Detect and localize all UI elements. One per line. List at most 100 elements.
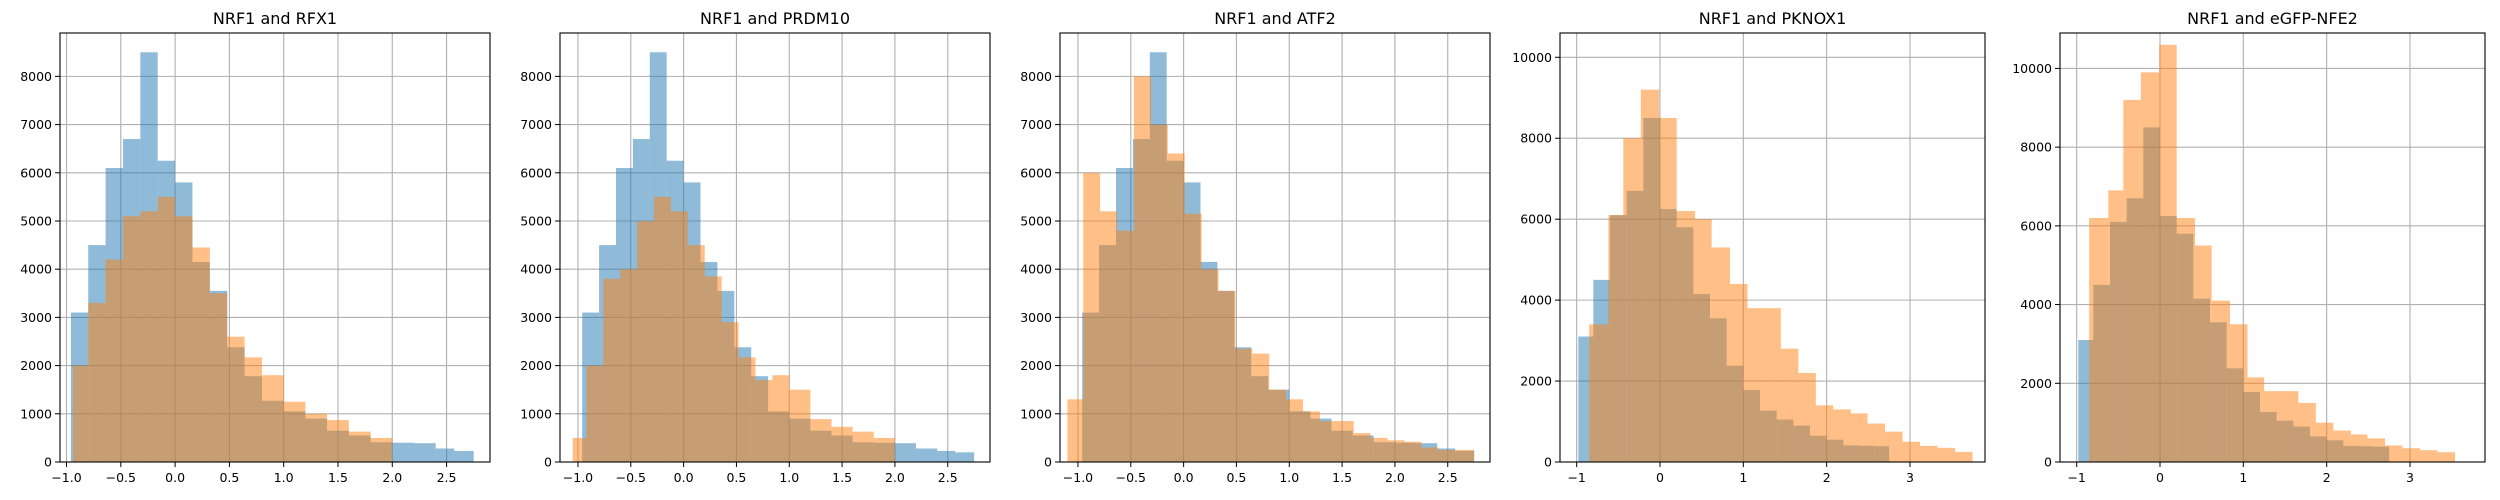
y-tick-label: 2000 [1020, 358, 1052, 373]
histogram-bar [2264, 391, 2281, 462]
x-tick-label: 1.5 [328, 470, 348, 485]
histogram-bar [1676, 211, 1695, 462]
histogram-bar [157, 196, 176, 462]
y-tick-label: 5000 [20, 213, 52, 228]
histogram-bar [1608, 215, 1624, 462]
axes-frame [1559, 32, 1986, 463]
x-tick-label: −0.5 [106, 470, 136, 485]
histogram-bar [392, 442, 414, 462]
histogram-bar [1815, 405, 1834, 462]
histogram-bar [738, 357, 756, 462]
histogram-bar [586, 365, 604, 462]
histogram-bar [873, 437, 895, 462]
histogram-bar [2437, 452, 2455, 462]
histogram-bar [1780, 348, 1799, 462]
histogram-bar [283, 401, 306, 462]
y-tick-label: 8000 [1020, 69, 1052, 84]
histogram-bar [1955, 451, 1973, 462]
histogram-bar [1083, 172, 1101, 463]
histogram-bar [413, 443, 436, 462]
histogram-bar [1833, 409, 1851, 462]
series-2 [2089, 44, 2455, 463]
histogram-bar [2280, 391, 2299, 462]
panel-title: NRF1 and ATF2 [1214, 9, 1336, 28]
histogram-bar [105, 259, 123, 462]
axes-frame [59, 32, 491, 463]
x-tick-label: 2.5 [437, 470, 457, 485]
histogram-bar [454, 450, 474, 462]
histogram-bar [1100, 211, 1118, 462]
y-tick-label: 6000 [1020, 165, 1052, 180]
histogram-bar [1184, 213, 1202, 462]
histogram-bar [1353, 433, 1371, 462]
y-tick-label: 2000 [2020, 376, 2052, 391]
histogram-bar [2176, 217, 2195, 462]
chart-panel-5: −1 0 1 2 3 0 2000 4000 6000 8000 10000 NRF1 and eGF… [2012, 9, 2486, 485]
x-tick-label: −1.0 [1063, 470, 1093, 485]
panel-title: NRF1 and eGFP-NFE2 [2187, 9, 2358, 28]
x-tick-label: −0.5 [1116, 470, 1146, 485]
x-tick-label: −1 [1567, 470, 1585, 485]
histogram-bar [1695, 219, 1712, 462]
y-tick-label: 0 [2044, 455, 2052, 470]
histogram-bar [852, 431, 874, 462]
histogram-bar [1711, 247, 1730, 462]
histogram-bar [1659, 117, 1677, 462]
axes-frame [1059, 32, 1491, 463]
chart-panel-4: −1 0 1 2 3 0 2000 4000 6000 8000 10000 NRF1 and PKN… [1512, 9, 1986, 485]
histogram-bar [1937, 447, 1955, 462]
chart-panel-1: −1.0 −0.5 0.0 0.5 1.0 1.5 2.0 2.5 0 1000 2000 3000 4… [20, 9, 491, 485]
x-tick-label: 2.5 [938, 470, 958, 485]
chart-panel-2: −1.0 −0.5 0.0 0.5 1.0 1.5 2.0 2.5 0 1000 2000 3000 4… [520, 9, 991, 485]
x-tick-label: 1.5 [832, 470, 852, 485]
histogram-bar [1336, 421, 1354, 462]
y-tick-label: 7000 [20, 117, 52, 132]
histogram-bar [1286, 399, 1303, 462]
histogram-bar [2108, 190, 2124, 462]
histogram-bar [1421, 447, 1439, 462]
x-tick-label: 3 [2406, 470, 2414, 485]
x-tick-label: 2.0 [1385, 470, 1405, 485]
y-tick-label: 6000 [520, 165, 552, 180]
histogram-bar [2367, 438, 2385, 462]
y-tick-label: 4000 [1020, 262, 1052, 277]
x-tick-label: 1 [2239, 470, 2247, 485]
histogram-bar [603, 278, 621, 462]
y-tick-label: 10000 [2012, 61, 2052, 76]
histogram-bar [2123, 99, 2141, 462]
x-tick-label: 0.5 [726, 470, 746, 485]
histogram-bar [1150, 124, 1168, 463]
histogram-bar [244, 357, 262, 462]
y-tick-label: 1000 [20, 406, 52, 421]
histogram-bar [572, 437, 587, 462]
histogram-bar [305, 413, 328, 462]
y-tick-label: 5000 [520, 213, 552, 228]
panel-title: NRF1 and PKNOX1 [1699, 9, 1847, 28]
histogram-bar [2140, 72, 2160, 463]
panel-title: NRF1 and PRDM10 [700, 9, 850, 28]
y-tick-label: 0 [1544, 455, 1552, 470]
histogram-bar [140, 211, 158, 462]
histogram-bar [209, 293, 228, 462]
histogram-bar [1218, 290, 1236, 462]
histogram-bar [2420, 450, 2438, 462]
histogram-bar [1133, 76, 1151, 462]
histogram-bar [1885, 431, 1903, 462]
x-tick-label: −0.5 [616, 470, 646, 485]
y-tick-label: 6000 [20, 165, 52, 180]
histogram-bar [261, 375, 284, 462]
x-tick-label: 0.0 [1174, 470, 1194, 485]
histogram-bar [327, 420, 349, 462]
y-tick-label: 2000 [520, 358, 552, 373]
x-tick-label: 1.0 [1279, 470, 1299, 485]
histogram-bar [654, 196, 671, 462]
histogram-bar [2195, 245, 2212, 462]
histogram-bar [2211, 300, 2230, 462]
x-tick-label: −1.0 [51, 470, 81, 485]
y-tick-label: 4000 [20, 262, 52, 277]
histogram-bar [1252, 353, 1270, 462]
histogram-bar [122, 216, 141, 462]
histogram-bar [1319, 421, 1337, 462]
histogram-bar [435, 448, 455, 462]
